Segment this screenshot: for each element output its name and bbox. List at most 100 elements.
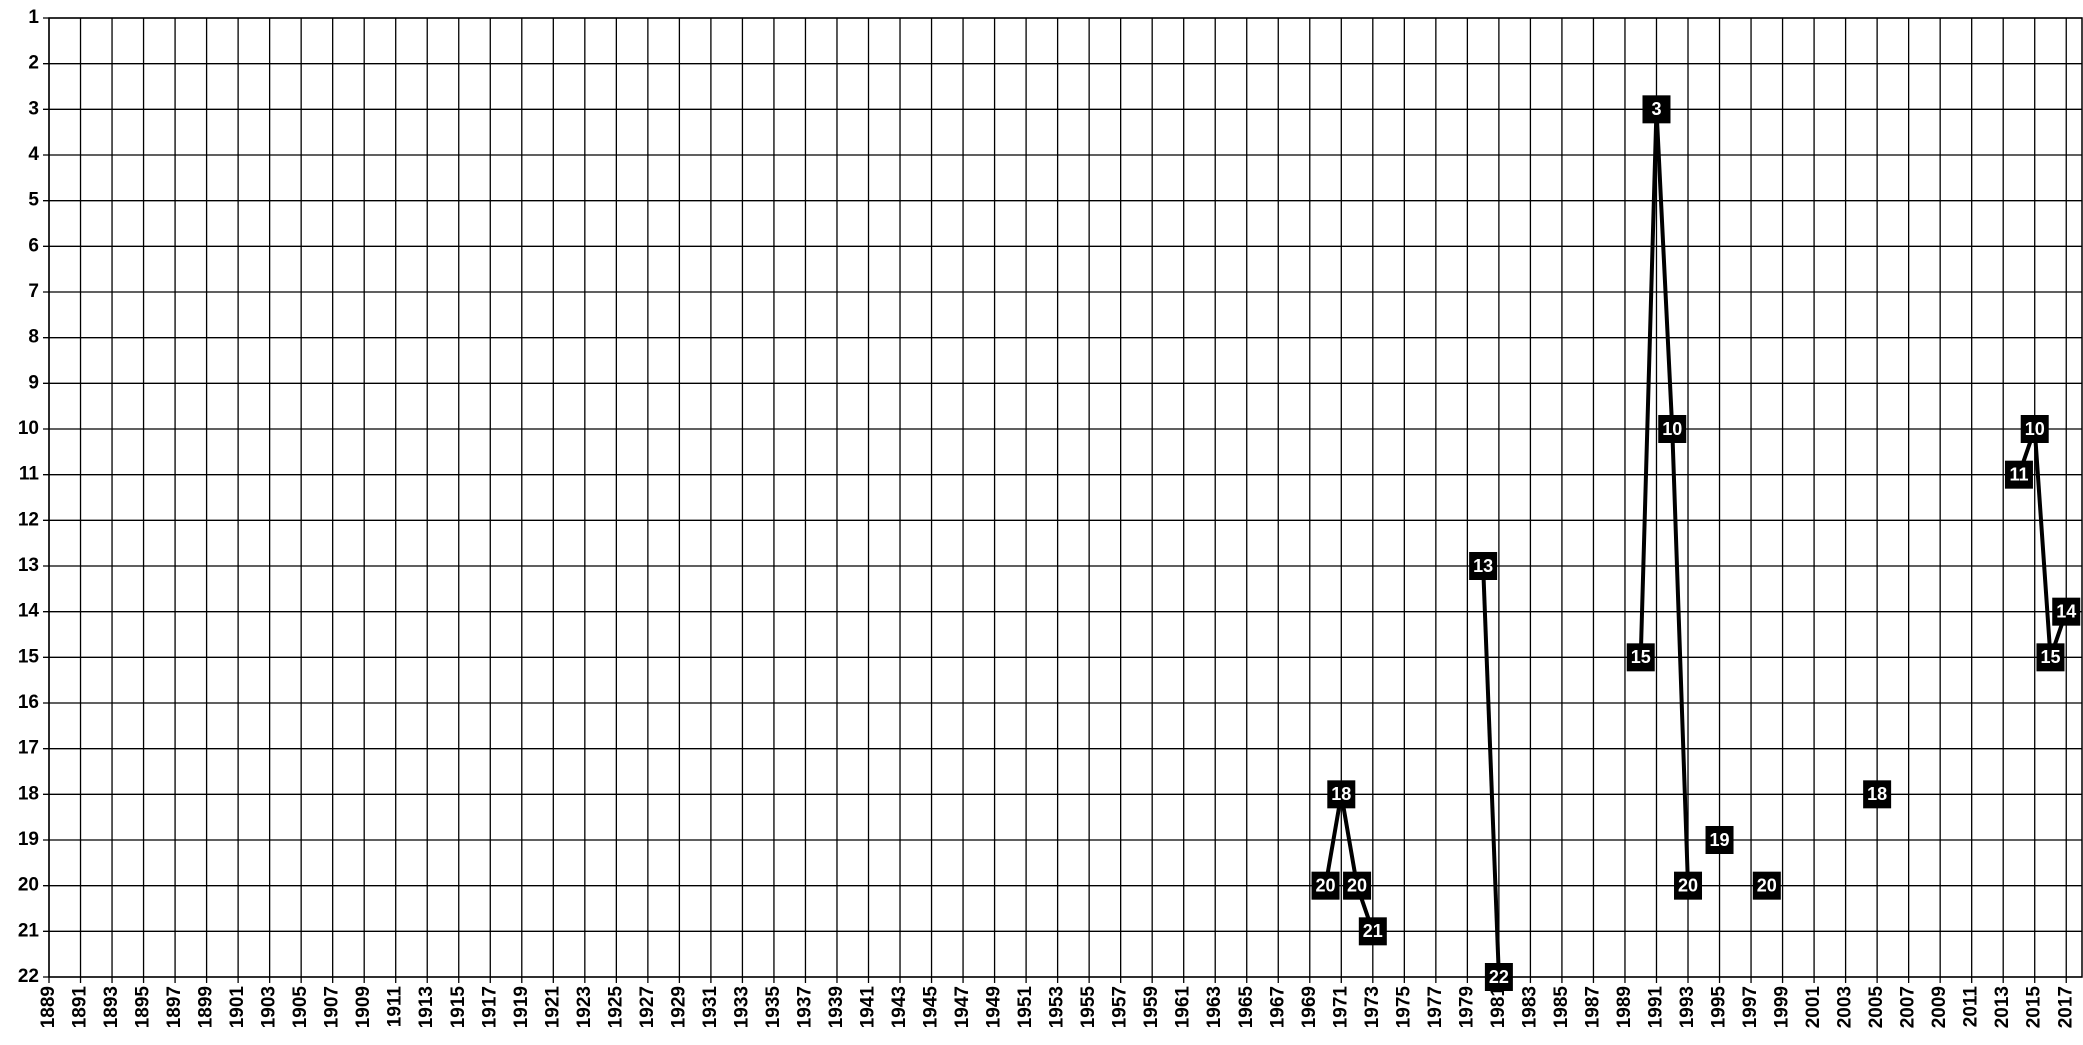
x-tick-label: 1937 [794, 986, 815, 1028]
x-tick-label: 1961 [1173, 986, 1194, 1029]
x-tick-label: 1973 [1362, 986, 1383, 1028]
x-tick-label: 1935 [763, 986, 784, 1029]
series-line [2017, 428, 2069, 658]
marker [1311, 871, 1340, 900]
data-label: 14 [2056, 601, 2076, 621]
marker [1327, 780, 1356, 809]
x-tick-label: 1983 [1519, 986, 1540, 1028]
x-tick-label: 1899 [196, 986, 217, 1028]
y-tick-label: 17 [18, 738, 39, 759]
y-tick-label: 7 [28, 281, 39, 302]
data-label: 18 [1867, 784, 1887, 804]
y-tick-label: 21 [18, 920, 40, 941]
data-label: 18 [1331, 784, 1351, 804]
x-tick-label: 1911 [385, 986, 406, 1028]
y-tick-label: 11 [19, 464, 40, 485]
x-tick-label: 2017 [2055, 986, 2076, 1028]
data-label: 11 [2009, 464, 2028, 484]
x-tick-label: 1915 [448, 986, 469, 1029]
x-tick-label: 1895 [133, 986, 154, 1029]
x-tick-label: 1903 [259, 986, 280, 1028]
x-tick-label: 1979 [1456, 986, 1477, 1028]
series-line [1481, 565, 1501, 978]
data-label: 3 [1651, 99, 1661, 119]
x-tick-label: 1923 [574, 986, 595, 1028]
y-tick-label: 16 [18, 692, 39, 713]
x-tick-label: 2015 [2024, 986, 2045, 1029]
x-tick-label: 1897 [164, 986, 185, 1028]
x-tick-label: 1967 [1267, 986, 1288, 1028]
x-tick-label: 1997 [1740, 986, 1761, 1028]
x-tick-label: 1987 [1582, 986, 1603, 1028]
marker [2036, 643, 2065, 672]
x-tick-label: 1921 [542, 986, 563, 1029]
x-tick-label: 1907 [322, 986, 343, 1028]
y-tick-label: 19 [18, 829, 39, 850]
x-tick-label: 2013 [1992, 986, 2013, 1028]
data-label: 20 [1757, 875, 1777, 895]
x-tick-label: 1991 [1646, 986, 1667, 1029]
marker [1358, 917, 1387, 946]
x-tick-label: 2001 [1803, 986, 1824, 1029]
y-tick-label: 18 [18, 783, 39, 804]
x-tick-label: 1955 [1078, 986, 1099, 1029]
data-label: 22 [1489, 967, 1509, 987]
marker [2020, 415, 2049, 443]
x-tick-label: 1959 [1141, 986, 1162, 1028]
x-tick-label: 1985 [1551, 986, 1572, 1029]
x-tick-label: 1993 [1677, 986, 1698, 1028]
x-tick-label: 1947 [952, 986, 973, 1028]
x-tick-label: 1981 [1488, 986, 1509, 1029]
x-tick-label: 1891 [70, 986, 91, 1029]
marker [1343, 871, 1372, 900]
marker [1752, 871, 1781, 900]
x-tick-label: 1969 [1299, 986, 1320, 1028]
data-label: 19 [1710, 830, 1730, 850]
x-tick-label: 1913 [416, 986, 437, 1028]
x-tick-label: 1945 [921, 986, 942, 1029]
data-label: 10 [1662, 419, 1682, 439]
y-tick-label: 1 [28, 7, 39, 28]
x-tick-label: 2003 [1835, 986, 1856, 1028]
x-tick-label: 2005 [1866, 986, 1887, 1029]
y-tick-label: 15 [18, 646, 40, 667]
x-tick-label: 1905 [290, 986, 311, 1029]
y-tick-label: 14 [18, 601, 40, 622]
x-tick-label: 1909 [353, 986, 374, 1028]
x-tick-label: 1995 [1709, 986, 1730, 1029]
marker [1658, 415, 1687, 443]
x-tick-label: 1989 [1614, 986, 1635, 1028]
x-tick-label: 1927 [637, 986, 658, 1028]
x-tick-label: 1919 [511, 986, 532, 1028]
x-tick-label: 1941 [858, 986, 879, 1029]
x-tick-label: 1977 [1425, 986, 1446, 1028]
x-tick-label: 1901 [227, 986, 248, 1029]
y-tick-label: 2 [28, 53, 39, 74]
marker [2052, 597, 2081, 626]
marker [1863, 780, 1892, 809]
y-tick-label: 3 [28, 98, 39, 119]
x-tick-label: 1949 [984, 986, 1005, 1028]
x-tick-label: 2011 [1961, 986, 1982, 1028]
x-tick-label: 1975 [1393, 986, 1414, 1029]
x-tick-label: 1933 [731, 986, 752, 1028]
x-tick-label: 1893 [101, 986, 122, 1028]
x-tick-label: 1953 [1047, 986, 1068, 1028]
data-label: 21 [1363, 921, 1383, 941]
y-tick-label: 12 [18, 509, 39, 530]
y-tick-label: 10 [18, 418, 39, 439]
marker [1674, 871, 1703, 900]
y-tick-label: 8 [28, 327, 39, 348]
x-tick-label: 1939 [826, 986, 847, 1028]
series-line [1638, 109, 1691, 886]
data-label: 15 [1631, 647, 1651, 667]
y-tick-label: 22 [18, 966, 39, 987]
x-tick-label: 1971 [1330, 986, 1351, 1029]
y-tick-label: 6 [28, 235, 39, 256]
y-tick-label: 20 [18, 875, 39, 896]
data-label: 15 [2040, 647, 2060, 667]
marker [1469, 552, 1498, 580]
x-tick-label: 2009 [1929, 986, 1950, 1028]
data-label: 10 [2025, 419, 2045, 439]
data-label: 20 [1316, 875, 1336, 895]
